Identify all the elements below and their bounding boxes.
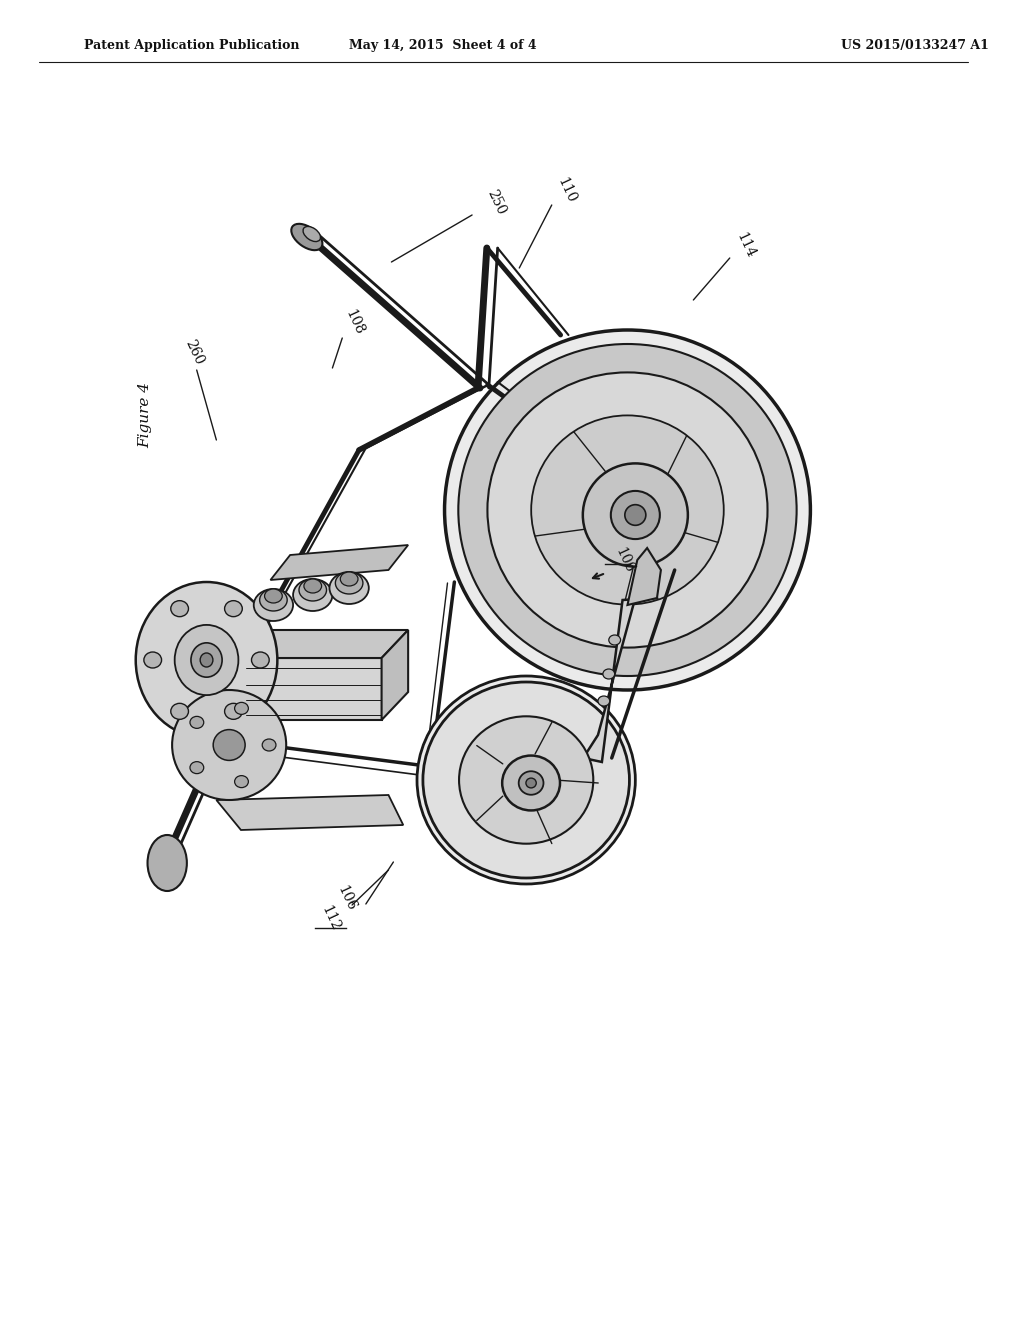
Ellipse shape (603, 669, 614, 678)
Ellipse shape (583, 463, 688, 566)
Text: US 2015/0133247 A1: US 2015/0133247 A1 (841, 38, 989, 51)
Ellipse shape (260, 589, 287, 611)
Polygon shape (270, 545, 409, 579)
Ellipse shape (262, 739, 276, 751)
Text: 106: 106 (334, 883, 358, 913)
Ellipse shape (502, 755, 560, 810)
Text: 108: 108 (342, 308, 366, 337)
Text: 260: 260 (183, 337, 207, 367)
Ellipse shape (143, 652, 162, 668)
Text: Figure 4: Figure 4 (138, 381, 153, 447)
Text: 250: 250 (484, 187, 509, 216)
Ellipse shape (304, 579, 322, 593)
Ellipse shape (459, 345, 797, 676)
Ellipse shape (252, 652, 269, 668)
Polygon shape (244, 657, 382, 719)
Text: May 14, 2015  Sheet 4 of 4: May 14, 2015 Sheet 4 of 4 (349, 38, 537, 51)
Ellipse shape (171, 704, 188, 719)
Ellipse shape (526, 777, 537, 788)
Ellipse shape (224, 601, 243, 616)
Ellipse shape (136, 582, 278, 738)
Ellipse shape (293, 579, 333, 611)
Ellipse shape (234, 702, 249, 714)
Polygon shape (584, 565, 657, 762)
Text: 106: 106 (612, 545, 637, 576)
Text: Patent Application Publication: Patent Application Publication (84, 38, 299, 51)
Ellipse shape (330, 572, 369, 605)
Ellipse shape (190, 643, 222, 677)
Ellipse shape (200, 653, 213, 667)
Ellipse shape (213, 730, 245, 760)
Text: 114: 114 (733, 230, 758, 260)
Ellipse shape (172, 690, 286, 800)
Ellipse shape (224, 704, 243, 719)
Polygon shape (628, 548, 660, 605)
Ellipse shape (598, 696, 609, 706)
Ellipse shape (423, 682, 630, 878)
Text: 110: 110 (555, 176, 579, 205)
Ellipse shape (175, 624, 239, 696)
Ellipse shape (264, 589, 283, 603)
Ellipse shape (303, 227, 321, 242)
Polygon shape (244, 630, 409, 657)
Ellipse shape (299, 579, 327, 601)
Ellipse shape (417, 676, 635, 884)
Text: 112: 112 (318, 903, 342, 933)
Ellipse shape (625, 504, 646, 525)
Ellipse shape (336, 572, 362, 594)
Ellipse shape (254, 589, 293, 620)
Ellipse shape (519, 771, 544, 795)
Ellipse shape (444, 330, 810, 690)
Ellipse shape (531, 416, 724, 605)
Ellipse shape (611, 491, 659, 539)
Ellipse shape (487, 372, 768, 648)
Ellipse shape (190, 717, 204, 729)
Ellipse shape (459, 717, 593, 843)
Ellipse shape (171, 601, 188, 616)
Ellipse shape (609, 635, 621, 645)
Ellipse shape (340, 572, 358, 586)
Ellipse shape (291, 224, 323, 251)
Ellipse shape (234, 776, 249, 788)
Ellipse shape (190, 762, 204, 774)
Polygon shape (216, 795, 403, 830)
Ellipse shape (147, 836, 186, 891)
Polygon shape (382, 630, 409, 719)
